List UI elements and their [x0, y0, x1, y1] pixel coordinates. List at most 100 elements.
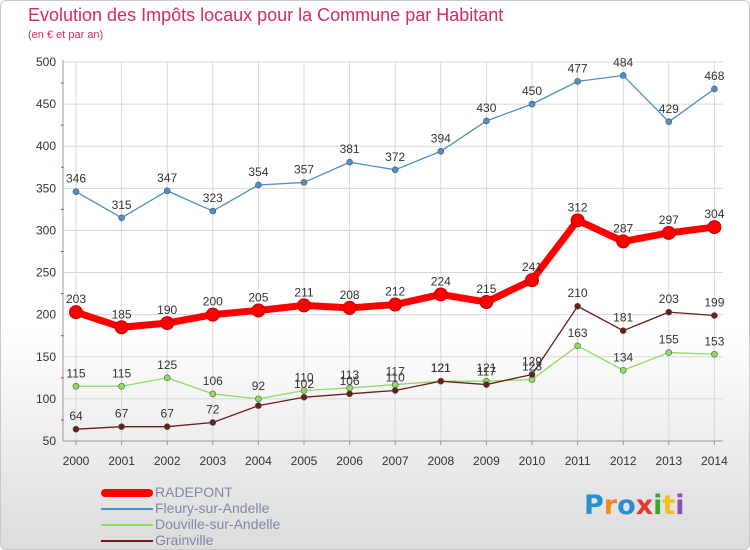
data-label-radepont: 241: [522, 260, 542, 274]
data-point-fleury: [255, 181, 262, 189]
y-tick-label: 50: [43, 434, 57, 448]
logo-letter: o: [617, 490, 636, 521]
data-label-fleury: 323: [203, 191, 223, 205]
data-point-grainville: [528, 371, 536, 378]
data-label-radepont: 190: [157, 303, 177, 317]
data-label-fleury: 372: [385, 150, 405, 164]
legend-swatch: [101, 524, 153, 526]
data-label-radepont: 212: [385, 285, 405, 299]
y-tick-label: 300: [36, 223, 56, 237]
legend-swatch: [101, 489, 153, 497]
data-point-douville: [209, 390, 217, 398]
chart-subtitle: (en € et par an): [28, 29, 104, 41]
legend-label: Douville-sur-Andelle: [155, 516, 281, 532]
x-tick-label: 2009: [473, 454, 500, 468]
data-point-fleury: [665, 118, 673, 126]
data-label-douville: 113: [340, 368, 359, 382]
data-label-fleury: 347: [157, 171, 177, 185]
data-label-douville: 115: [66, 366, 85, 380]
data-label-douville: 115: [112, 366, 131, 380]
y-tick-label: 200: [36, 308, 56, 322]
data-label-radepont: 205: [248, 290, 268, 304]
data-point-radepont: [205, 307, 220, 322]
data-point-radepont: [616, 234, 631, 249]
data-point-douville: [118, 382, 125, 390]
data-label-fleury: 429: [659, 102, 679, 116]
x-tick-label: 2010: [519, 454, 546, 468]
y-tick-label: 350: [36, 181, 56, 195]
data-label-fleury: 450: [522, 84, 542, 98]
data-label-grainville: 110: [386, 370, 405, 384]
data-label-douville: 106: [203, 374, 223, 388]
legend-swatch: [101, 540, 153, 542]
data-label-douville: 153: [704, 334, 724, 348]
data-point-grainville: [711, 312, 718, 319]
data-label-douville: 125: [157, 358, 177, 372]
y-tick-label: 150: [36, 350, 56, 364]
data-label-grainville: 210: [568, 286, 588, 300]
data-label-fleury: 354: [248, 165, 268, 179]
data-label-grainville: 72: [206, 402, 220, 416]
data-point-fleury: [711, 85, 718, 93]
y-tick-label: 250: [36, 266, 56, 280]
data-label-douville: 117: [386, 365, 405, 379]
legend-label: RADEPONT: [155, 484, 233, 500]
data-label-grainville: 102: [294, 377, 314, 391]
y-tick-label: 100: [36, 392, 56, 406]
data-point-radepont: [342, 300, 357, 315]
data-point-douville: [711, 350, 718, 358]
data-point-grainville: [72, 425, 80, 433]
data-point-douville: [574, 342, 581, 350]
chart-title: Evolution des Impôts locaux pour la Comm…: [28, 5, 504, 25]
data-label-radepont: 211: [294, 285, 313, 299]
data-point-grainville: [483, 381, 490, 388]
data-point-douville: [300, 387, 308, 394]
data-label-douville: 121: [431, 361, 451, 375]
data-label-douville: 92: [252, 379, 266, 393]
data-point-grainville: [163, 423, 171, 430]
data-point-radepont: [661, 225, 676, 240]
data-label-radepont: 287: [613, 221, 633, 235]
x-tick-label: 2012: [610, 454, 637, 468]
x-tick-label: 2006: [336, 454, 363, 468]
data-label-fleury: 394: [431, 131, 451, 145]
data-point-fleury: [346, 158, 353, 166]
data-label-fleury: 315: [112, 198, 132, 212]
x-tick-label: 2003: [199, 454, 226, 468]
logo-letter: P: [584, 490, 604, 521]
data-point-grainville: [391, 387, 399, 394]
data-point-grainville: [665, 308, 673, 316]
data-point-fleury: [619, 72, 627, 79]
data-point-grainville: [346, 390, 353, 398]
data-point-fleury: [300, 179, 308, 186]
data-point-grainville: [118, 423, 125, 430]
data-label-fleury: 484: [613, 55, 633, 69]
data-label-fleury: 468: [704, 69, 724, 83]
data-point-grainville: [209, 419, 217, 426]
y-tick-label: 500: [36, 55, 56, 69]
data-label-douville: 121: [476, 361, 496, 375]
x-tick-label: 2005: [291, 454, 318, 468]
logo-letter: i: [653, 490, 663, 521]
data-point-radepont: [251, 303, 266, 318]
data-point-grainville: [300, 393, 308, 401]
data-label-radepont: 224: [431, 274, 451, 288]
data-point-fleury: [118, 214, 125, 222]
data-point-douville: [72, 382, 80, 390]
data-label-fleury: 357: [294, 162, 314, 176]
data-point-fleury: [437, 147, 445, 155]
data-label-grainville: 129: [522, 354, 542, 368]
data-point-fleury: [483, 117, 490, 125]
data-label-radepont: 185: [112, 307, 132, 321]
data-label-grainville: 117: [477, 365, 496, 379]
data-label-radepont: 297: [659, 213, 679, 227]
data-label-radepont: 200: [203, 295, 223, 309]
data-label-radepont: 215: [476, 282, 496, 296]
data-point-radepont: [433, 287, 448, 302]
data-point-douville: [619, 366, 627, 374]
data-point-radepont: [114, 320, 129, 335]
data-point-radepont: [297, 298, 311, 313]
data-label-radepont: 304: [704, 207, 724, 221]
